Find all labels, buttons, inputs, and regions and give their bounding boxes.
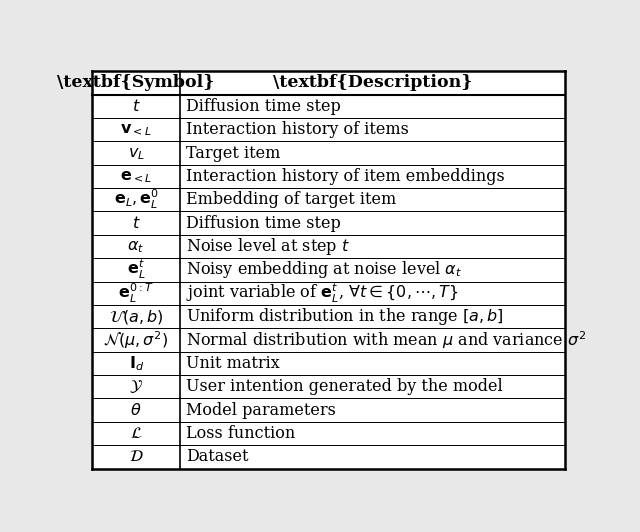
Text: $\theta$: $\theta$ [131,402,142,419]
Text: Embedding of target item: Embedding of target item [186,192,396,208]
Text: $\mathbf{v}_{<L}$: $\mathbf{v}_{<L}$ [120,121,152,138]
Text: $\mathcal{L}$: $\mathcal{L}$ [130,425,142,442]
Text: Loss function: Loss function [186,425,295,442]
Text: $\mathbf{I}_d$: $\mathbf{I}_d$ [129,354,144,373]
Text: Dataset: Dataset [186,448,248,466]
Text: $\mathcal{Y}$: $\mathcal{Y}$ [129,378,143,395]
Text: \textbf{Description}: \textbf{Description} [273,74,472,92]
Text: Target item: Target item [186,145,280,162]
Text: $\mathbf{e}_L^{0:T}$: $\mathbf{e}_L^{0:T}$ [118,281,154,305]
Text: Diffusion time step: Diffusion time step [186,214,340,231]
Text: Uniform distribution in the range $[a, b]$: Uniform distribution in the range $[a, b… [186,306,504,327]
Text: User intention generated by the model: User intention generated by the model [186,378,502,395]
Text: $t$: $t$ [132,214,141,231]
Text: Model parameters: Model parameters [186,402,335,419]
Text: Normal distribution with mean $\mu$ and variance $\sigma^2$: Normal distribution with mean $\mu$ and … [186,329,586,351]
Text: Interaction history of items: Interaction history of items [186,121,409,138]
Text: Noisy embedding at noise level $\alpha_t$: Noisy embedding at noise level $\alpha_t… [186,260,462,280]
Text: $\mathcal{D}$: $\mathcal{D}$ [129,448,143,466]
Text: \textbf{Symbol}: \textbf{Symbol} [58,74,215,92]
Text: $\alpha_t$: $\alpha_t$ [127,238,145,255]
Text: $\mathbf{e}_{<L}$: $\mathbf{e}_{<L}$ [120,168,152,185]
Text: Interaction history of item embeddings: Interaction history of item embeddings [186,168,504,185]
Text: Diffusion time step: Diffusion time step [186,98,340,115]
Text: Unit matrix: Unit matrix [186,355,280,372]
Text: $\mathcal{U}(a, b)$: $\mathcal{U}(a, b)$ [109,307,163,326]
Text: $v_L$: $v_L$ [127,145,145,162]
Text: $\mathbf{e}_L, \mathbf{e}_L^0$: $\mathbf{e}_L, \mathbf{e}_L^0$ [113,188,159,211]
Text: $\mathcal{N}(\mu, \sigma^2)$: $\mathcal{N}(\mu, \sigma^2)$ [104,329,169,351]
Text: Noise level at step $t$: Noise level at step $t$ [186,236,350,257]
Text: $t$: $t$ [132,98,141,115]
Text: joint variable of $\mathbf{e}_L^t$, $\forall t \in \{0, \cdots, T\}$: joint variable of $\mathbf{e}_L^t$, $\fo… [186,281,458,305]
Text: $\mathbf{e}_L^t$: $\mathbf{e}_L^t$ [127,259,145,281]
